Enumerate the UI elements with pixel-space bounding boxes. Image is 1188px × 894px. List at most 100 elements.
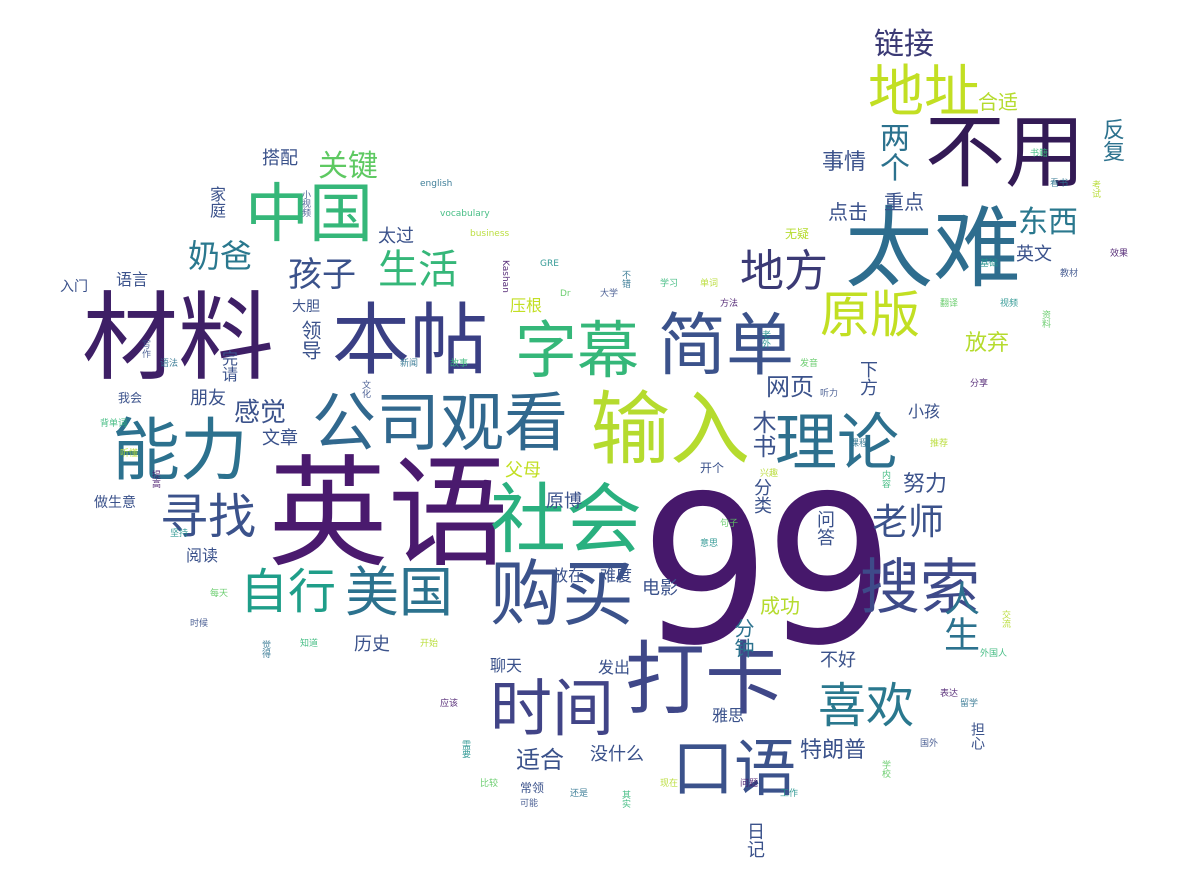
word-wenzhang: 文章 <box>262 428 298 449</box>
word-tiny: 语法 <box>160 359 179 369</box>
word-lianjie: 链接 <box>874 27 934 62</box>
word-tiny: 句子 <box>720 519 739 529</box>
word-tiny: 开始 <box>420 639 439 649</box>
word-tiny: business <box>470 229 510 239</box>
word-zixing: 自行 <box>240 564 337 620</box>
word-goumai: 购买 <box>490 552 635 636</box>
word-chenggong: 成功 <box>760 594 800 618</box>
word-nuli: 努力 <box>903 472 948 497</box>
word-tiny: 听懂 <box>120 449 139 459</box>
word-tiny: 看书 <box>1050 179 1069 189</box>
word-pengyou: 朋友 <box>190 388 226 409</box>
word-buyong: 不用 <box>925 106 1085 199</box>
word-haizi: 孩子 <box>288 255 356 295</box>
word-fenzhong: 分钟 <box>731 618 755 658</box>
word-xiaohai: 小孩 <box>908 402 941 421</box>
word-rumen: 入门 <box>60 279 88 295</box>
word-yeye: 网页 <box>766 373 814 401</box>
word-tiny: Kashan <box>500 260 510 293</box>
word-tiny: 学校 <box>880 760 890 778</box>
word-shiqing: 事情 <box>822 150 867 175</box>
word-tiny: 听力 <box>820 389 839 399</box>
word-tiny: 意思 <box>700 539 719 549</box>
word-shuru: 输入 <box>590 383 750 476</box>
word-difang: 地方 <box>740 246 828 297</box>
word-tiny: 工作 <box>780 789 799 799</box>
word-taixuan: 太难 <box>845 197 1022 300</box>
word-cailiao: 材料 <box>82 282 274 394</box>
word-zhongguo: 中国 <box>245 178 373 252</box>
word-tiny: 老外 <box>760 330 770 348</box>
word-wohui: 我会 <box>118 391 143 405</box>
word-tiny: 兴趣 <box>760 469 779 479</box>
word-yuanbo: 原博 <box>546 491 582 512</box>
word-laoshi: 老师 <box>872 502 945 543</box>
word-kaige: 开个 <box>700 461 725 475</box>
word-xunzhao: 寻找 <box>160 489 257 545</box>
word-daka: 打卡 <box>625 633 785 726</box>
word-kouyu: 口语 <box>672 732 797 805</box>
word-tiny: 表达 <box>940 689 959 699</box>
word-tiny: 背单词 <box>100 419 128 429</box>
word-tiny: 需要 <box>460 740 470 758</box>
word-jiandan: 简单 <box>658 307 795 386</box>
word-guanjian: 关键 <box>318 149 378 184</box>
word-fangzai: 放在 <box>552 566 585 585</box>
word-tiny: 基础 <box>980 259 999 269</box>
word-heshi: 合适 <box>978 90 1018 114</box>
word-tiny: 提高 <box>150 470 160 488</box>
word-jiating: 家庭 <box>207 186 226 218</box>
word-yuyan: 语言 <box>116 270 149 289</box>
word-yasi: 雅思 <box>712 706 745 725</box>
word-dapei: 搭配 <box>262 148 298 169</box>
word-danxin: 担心 <box>969 722 985 750</box>
word-tiny: 内容 <box>880 470 890 488</box>
word-shehui: 社会 <box>490 475 642 564</box>
word-ganjue: 感觉 <box>234 398 287 428</box>
word-shijian: 时间 <box>490 672 615 745</box>
word-tiny: 故事 <box>450 359 469 369</box>
word-yuedu: 阅读 <box>186 546 219 565</box>
word-tiny: 比较 <box>480 779 499 789</box>
word-yuanban: 原版 <box>820 286 920 344</box>
word-sousuo: 搜索 <box>860 553 980 623</box>
word-changling: 常领 <box>520 781 545 795</box>
word-buhao: 不好 <box>820 650 856 671</box>
word-tiny: vocabulary <box>440 209 490 219</box>
word-tiny: 单词 <box>700 279 719 289</box>
word-lilun: 理论 <box>775 406 900 479</box>
word-fumu: 父母 <box>505 460 541 481</box>
word-fachu: 发出 <box>598 658 631 677</box>
word-tiny: 不错 <box>620 270 630 288</box>
word-lingdao: 领导 <box>298 320 322 360</box>
word-tiny: 方法 <box>720 299 739 309</box>
word-tiny: 知道 <box>300 639 319 649</box>
word-tiny: 留学 <box>960 699 979 709</box>
word-tiny: 课程 <box>850 439 869 449</box>
word-tiny: 其实 <box>620 790 630 808</box>
word-dongxi: 东西 <box>1018 205 1078 240</box>
word-tiny: 坚持 <box>170 529 189 539</box>
word-tiny: 文化 <box>360 380 370 398</box>
word-tiny: english <box>420 179 453 189</box>
word-zhongdian: 重点 <box>884 190 924 214</box>
word-tiny: 现在 <box>660 779 679 789</box>
word-tiny: 分享 <box>970 379 989 389</box>
word-lishi: 历史 <box>354 634 390 655</box>
word-tiny: 发音 <box>800 359 819 369</box>
word-liaotian: 聊天 <box>490 656 523 675</box>
word-meiguo: 美国 <box>345 561 453 624</box>
word-fenlei: 分类 <box>751 478 772 514</box>
word-biji: 日记 <box>744 822 765 858</box>
word-meishenme: 没什么 <box>590 744 644 765</box>
word-benjie: 本帖 <box>332 296 489 386</box>
word-gongsi: 公司观看 <box>312 387 568 461</box>
word-dadan: 大胆 <box>292 299 320 315</box>
word-tiny: 外国人 <box>980 649 1008 659</box>
word-tiny: 效果 <box>1110 249 1129 259</box>
word-tiny: 小视频 <box>300 190 310 217</box>
word-tiny: 教材 <box>1060 269 1079 279</box>
word-xiafang: 下方 <box>857 360 878 396</box>
word-naiba: 奶爸 <box>188 237 253 275</box>
